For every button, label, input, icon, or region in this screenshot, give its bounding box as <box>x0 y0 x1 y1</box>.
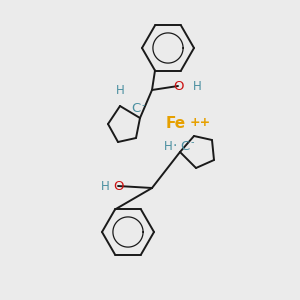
Text: H: H <box>116 83 124 97</box>
Text: H: H <box>164 140 172 152</box>
Text: O: O <box>113 179 123 193</box>
Text: H: H <box>100 179 109 193</box>
Text: ++: ++ <box>190 116 211 128</box>
Text: H: H <box>193 80 201 92</box>
Text: Fe: Fe <box>166 116 186 131</box>
Text: O: O <box>173 80 183 92</box>
Text: -: - <box>141 100 145 110</box>
Text: ·: · <box>173 139 177 153</box>
Text: -: - <box>190 137 194 147</box>
Text: C: C <box>131 103 141 116</box>
Text: C: C <box>180 140 190 152</box>
